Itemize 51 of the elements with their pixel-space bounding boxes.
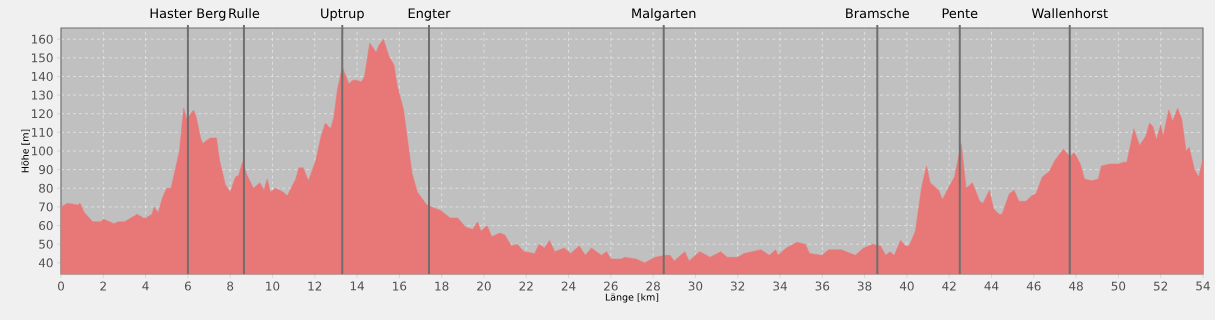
x-tick-label: 32	[731, 281, 745, 291]
ref-line-label: Haster Berg	[150, 8, 226, 21]
x-tick-label: 6	[184, 281, 191, 291]
ref-line-label: Wallenhorst	[1031, 8, 1108, 19]
x-tick-label: 48	[1069, 281, 1083, 291]
x-tick-label: 42	[942, 281, 956, 291]
y-tick-label: 70	[39, 202, 53, 212]
y-tick-label: 100	[31, 146, 53, 156]
x-tick-label: 16	[393, 281, 407, 291]
x-tick-label: 14	[350, 281, 364, 291]
y-tick-label: 40	[38, 258, 53, 268]
y-tick-label: 80	[39, 183, 53, 193]
x-tick-label: 22	[519, 281, 533, 291]
x-tick-label: 24	[561, 281, 576, 291]
y-axis-title: Höhe [m]	[21, 129, 30, 173]
x-tick-label: 46	[1026, 281, 1041, 291]
y-tick-label: 90	[39, 165, 53, 175]
x-tick-label: 36	[815, 281, 830, 291]
x-tick-label: 40	[899, 281, 914, 291]
x-tick-label: 44	[984, 281, 999, 291]
x-tick-label: 38	[857, 281, 872, 291]
x-tick-label: 10	[266, 281, 280, 291]
y-tick-label: 150	[31, 53, 53, 63]
x-tick-label: 4	[142, 281, 149, 291]
x-tick-label: 28	[646, 281, 660, 291]
x-tick-label: 52	[1153, 281, 1168, 291]
y-tick-label: 50	[39, 239, 53, 249]
x-tick-label: 18	[435, 281, 449, 291]
x-tick-label: 8	[227, 281, 234, 291]
x-tick-label: 12	[308, 281, 322, 291]
ref-line-label: Bramsche	[846, 8, 910, 19]
ref-line-label: Engter	[408, 8, 451, 21]
x-tick-label: 34	[773, 281, 787, 291]
y-tick-label: 130	[31, 90, 53, 100]
x-tick-label: 50	[1111, 281, 1126, 291]
x-axis-title: Länge [km]	[605, 293, 659, 303]
ref-line-label: Malgarten	[632, 8, 696, 21]
ref-line-label: Pente	[942, 8, 978, 19]
x-tick-label: 0	[57, 281, 65, 291]
x-tick-label: 26	[604, 281, 618, 291]
x-tick-label: 30	[688, 281, 703, 291]
x-tick-label: 20	[477, 281, 491, 291]
y-tick-label: 160	[31, 34, 53, 44]
x-tick-label: 2	[100, 281, 106, 291]
y-tick-label: 110	[31, 127, 53, 137]
ref-line-label: Uptrup	[321, 8, 364, 21]
y-tick-label: 140	[31, 71, 53, 81]
y-tick-label: 120	[31, 109, 53, 119]
ref-line-label: Rulle	[229, 8, 260, 19]
y-tick-label: 60	[39, 221, 53, 231]
x-tick-label: 54	[1196, 281, 1210, 291]
